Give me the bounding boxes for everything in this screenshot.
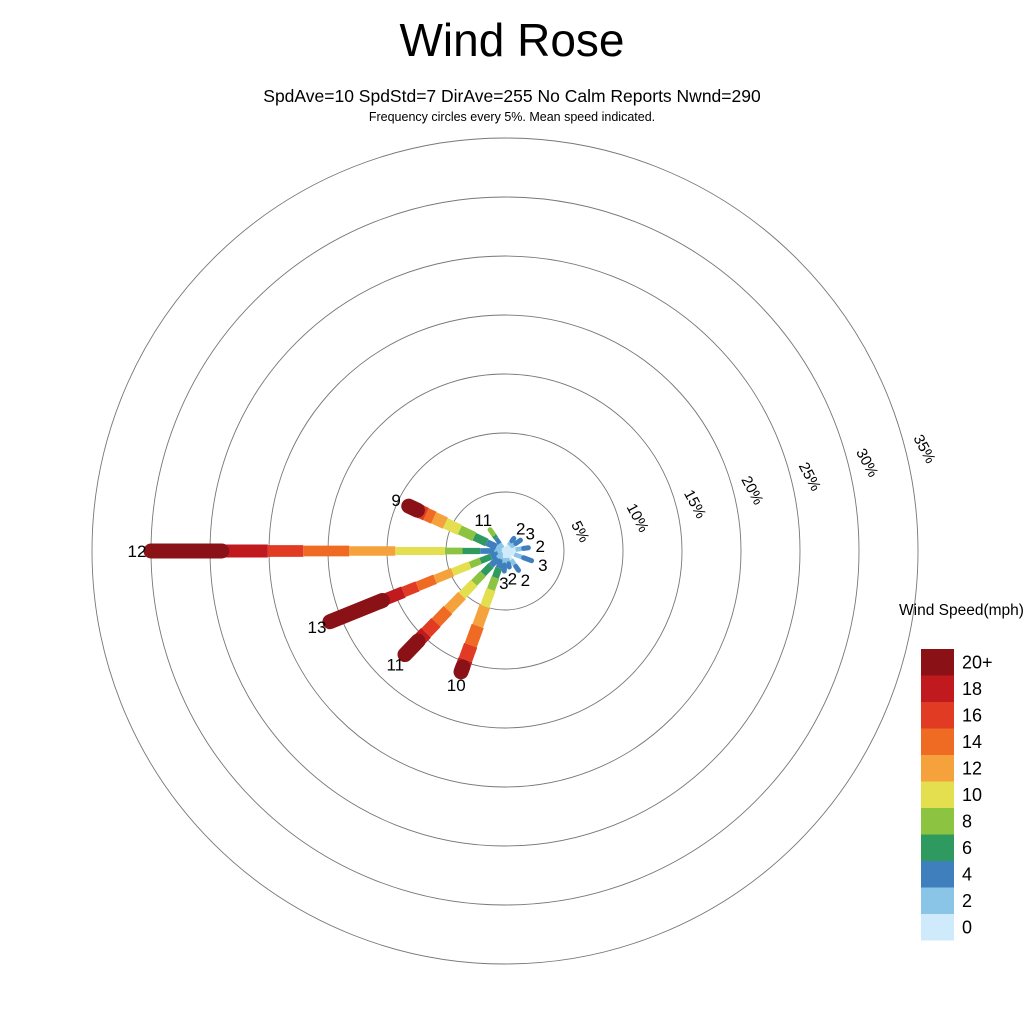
mean-speed-label-ENE: 3 [526, 524, 535, 543]
petal-segment-SSW-10mph [480, 588, 496, 609]
legend-label-2mph: 2 [962, 891, 972, 911]
ring-label: 15% [680, 487, 709, 521]
mean-speed-label-WNW: 9 [391, 491, 400, 510]
petal-segment-WSW-14mph [415, 574, 437, 591]
petal-segment-NW-8mph [487, 527, 496, 537]
mean-speed-label-SSE: 2 [508, 570, 517, 589]
petal-segment-SE-4mph [513, 563, 522, 573]
wind-speed-legend: Wind Speed(mph) 20+ 18 16 14 12 10 8 6 4 2 0 [899, 602, 1024, 941]
legend-swatch-18mph [921, 675, 954, 702]
petal-segment-WNW-6mph [472, 532, 489, 547]
mean-speed-label-SW: 11 [386, 656, 404, 675]
legend-label-18mph: 18 [962, 679, 982, 699]
ring-label: 35% [910, 432, 939, 466]
petal-segment-NE-4mph [509, 535, 517, 544]
petal-segment-WSW-16mph [401, 581, 420, 598]
ring-label: 5% [567, 518, 592, 545]
legend-swatch-4mph [921, 861, 954, 888]
petal-segment-WNW-2mph [495, 544, 504, 553]
mean-speed-label-SE: 2 [521, 571, 530, 590]
legend-swatch-20+mph [921, 649, 954, 676]
petal-segment-WSW-10mph [450, 561, 472, 576]
petal-segment-SW-12mph [444, 591, 466, 614]
chart-note: Frequency circles every 5%. Mean speed i… [369, 110, 655, 124]
legend-swatch-16mph [921, 702, 954, 729]
petal-segment-SW-14mph [431, 605, 453, 627]
ring-label: 10% [623, 501, 652, 535]
petal-segment-SW-10mph [458, 579, 478, 599]
mean-speed-label-W: 12 [128, 542, 147, 561]
petal-segment-WNW-14mph [423, 508, 437, 524]
petal-segment-NW-2mph [498, 542, 505, 549]
petal-segment-SSW-4mph [495, 558, 505, 570]
legend-swatch-2mph [921, 887, 954, 914]
petal-segment-WSW-6mph [479, 553, 493, 564]
legend-swatch-0mph [921, 914, 954, 941]
petal-segment-NW-4mph [494, 536, 502, 545]
petal-segment-SSE-4mph [505, 561, 512, 570]
legend-label-20+mph: 20+ [962, 653, 993, 673]
petal-segment-SW-6mph [480, 562, 494, 577]
wind-petals [143, 498, 535, 680]
chart-subtitle-stats: SpdAve=10 SpdStd=7 DirAve=255 No Calm Re… [263, 86, 761, 106]
mean-speed-label-SSW: 10 [447, 676, 466, 695]
petal-segment-WSW-12mph [433, 568, 455, 584]
frequency-ring [91, 137, 919, 965]
petal-segment-WNW-10mph [442, 518, 463, 535]
legend-label-4mph: 4 [962, 865, 972, 885]
legend-rows: 20+ 18 16 14 12 10 8 6 4 2 0 [921, 649, 993, 941]
mean-speed-label-E: 2 [536, 537, 545, 556]
legend-title: Wind Speed(mph) [899, 602, 1024, 619]
petal-segment-WNW-20+mph [401, 498, 425, 518]
petal-segment-WNW-4mph [485, 539, 498, 551]
legend-swatch-14mph [921, 728, 954, 755]
petal-segment-SW-8mph [471, 570, 486, 586]
legend-label-16mph: 16 [962, 706, 982, 726]
petal-segment-WSW-20+mph [322, 593, 390, 630]
petal-segment-WSW-4mph [489, 551, 500, 560]
petal-segment-ESE-4mph [521, 555, 535, 564]
legend-label-8mph: 8 [962, 812, 972, 832]
petal-segment-SSW-14mph [464, 623, 484, 648]
petal-segment-E-4mph [521, 545, 531, 551]
petal-segment-SSW-16mph [458, 642, 478, 663]
legend-label-10mph: 10 [962, 785, 982, 805]
petal-segment-WNW-8mph [457, 525, 477, 542]
ring-label: 30% [852, 446, 881, 480]
petal-segment-WNW-12mph [431, 512, 448, 529]
petal-segment-SW-20+mph [397, 633, 426, 663]
legend-label-0mph: 0 [962, 918, 972, 938]
petal-segment-WSW-8mph [468, 557, 482, 569]
legend-label-12mph: 12 [962, 759, 982, 779]
mean-speed-label-NE: 2 [516, 520, 525, 539]
legend-swatch-8mph [921, 808, 954, 835]
legend-swatch-6mph [921, 834, 954, 861]
legend-swatch-10mph [921, 781, 954, 808]
mean-speed-label-WSW: 13 [308, 618, 327, 637]
petal-segment-SSW-20+mph [453, 659, 471, 680]
petal-segment-SW-16mph [421, 617, 441, 638]
legend-label-6mph: 6 [962, 838, 972, 858]
petal-segment-SW-4mph [488, 556, 501, 568]
petal-segment-SSW-6mph [491, 566, 503, 579]
mean-speed-label-NW: 11 [474, 511, 492, 530]
legend-swatch-12mph [921, 755, 954, 782]
legend-label-14mph: 14 [962, 732, 982, 752]
mean-speed-label-S: 3 [499, 574, 508, 593]
petal-segment-SSW-12mph [472, 604, 491, 628]
ring-label: 20% [738, 473, 767, 507]
petal-segment-SSW-8mph [487, 576, 500, 592]
mean-speed-label-ESE: 3 [538, 556, 547, 575]
frequency-ring-labels: 5% 10% 15% 20% 25% 30% 35% [567, 432, 938, 545]
ring-label: 25% [795, 460, 824, 494]
chart-title: Wind Rose [400, 14, 625, 66]
petal-segment-ENE-4mph [513, 537, 523, 546]
